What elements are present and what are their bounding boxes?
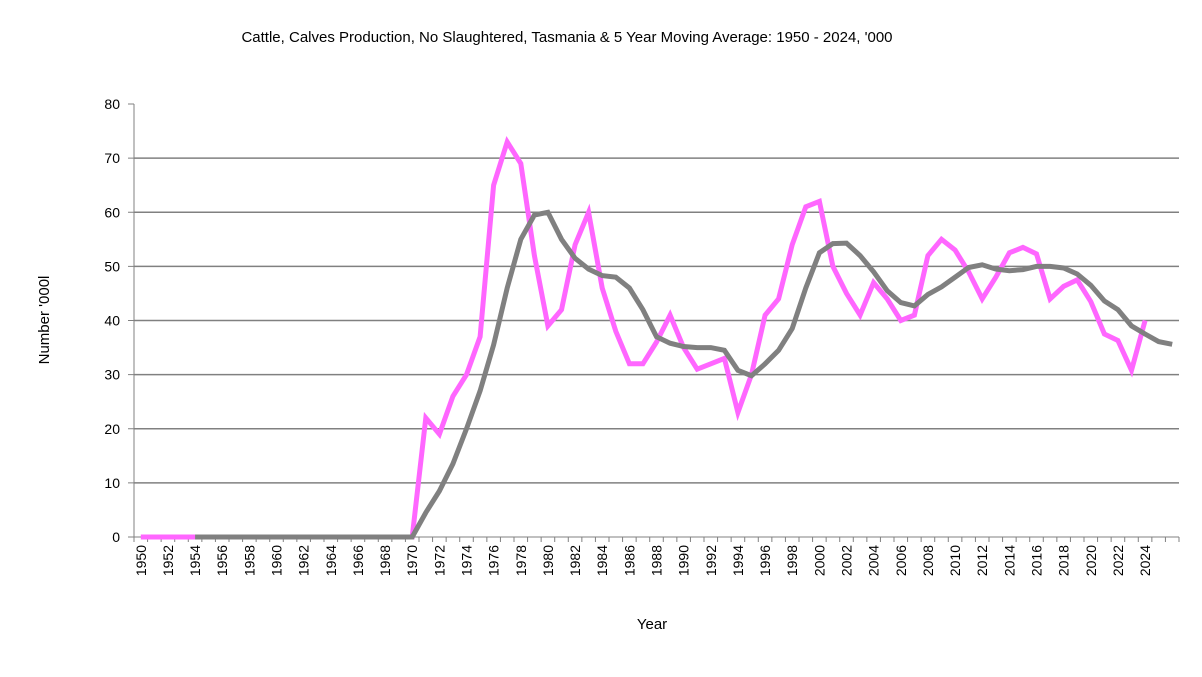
x-tick-label: 2018 [1056, 545, 1072, 576]
x-tick-label: 2000 [811, 545, 827, 576]
chart-title: Cattle, Calves Production, No Slaughtere… [241, 29, 892, 46]
x-tick-label: 1982 [567, 545, 583, 576]
x-tick-label: 1966 [350, 545, 366, 576]
x-tick-label: 1962 [296, 545, 312, 576]
x-tick-label: 1990 [676, 545, 692, 576]
x-tick-label: 2004 [866, 545, 882, 576]
x-tick-label: 1958 [241, 545, 257, 576]
x-tick-label: 2014 [1001, 545, 1017, 576]
x-tick-label: 1972 [431, 545, 447, 576]
x-tick-label: 1998 [784, 545, 800, 576]
x-tick-label: 1950 [133, 545, 149, 576]
x-tick-label: 1954 [187, 545, 203, 576]
x-tick-label: 1988 [649, 545, 665, 576]
x-tick-label: 2006 [893, 545, 909, 576]
x-tick-label: 1996 [757, 545, 773, 576]
x-tick-label: 2022 [1110, 545, 1126, 576]
y-tick-label: 10 [104, 475, 120, 491]
y-tick-label: 80 [104, 96, 120, 112]
y-tick-label: 20 [104, 421, 120, 437]
x-tick-label: 1968 [377, 545, 393, 576]
x-tick-label: 1980 [540, 545, 556, 576]
x-tick-label: 2020 [1083, 545, 1099, 576]
y-tick-label: 70 [104, 150, 120, 166]
x-tick-label: 2024 [1137, 545, 1153, 576]
series-group [140, 135, 1173, 540]
series-line-production [140, 135, 1148, 540]
x-tick-label: 2012 [974, 545, 990, 576]
x-tick-label: 1970 [404, 545, 420, 576]
x-tick-label: 1956 [214, 545, 230, 576]
x-tick-label: 1974 [459, 545, 475, 576]
x-tick-label: 1994 [730, 545, 746, 576]
x-tick-label: 2008 [920, 545, 936, 576]
x-tick-label: 1992 [703, 545, 719, 576]
gridlines [134, 157, 1179, 484]
y-tick-label: 50 [104, 258, 120, 274]
y-tick-label: 60 [104, 204, 120, 220]
x-tick-label: 1978 [513, 545, 529, 576]
x-tick-label: 1960 [269, 545, 285, 576]
y-tick-label: 0 [112, 529, 120, 545]
series-line-moving-average [195, 209, 1173, 540]
x-tick-label: 1986 [621, 545, 637, 576]
y-axis-ticks: 0 10 20 30 40 50 60 70 80 [104, 96, 134, 545]
x-tick-label: 1976 [486, 545, 502, 576]
x-axis-ticks: 1950 1952 1954 1956 1958 1960 1962 1964 1966 1968… [133, 537, 1180, 576]
x-axis-label: Year [637, 616, 667, 633]
x-tick-label: 2016 [1029, 545, 1045, 576]
x-tick-label: 1952 [160, 545, 176, 576]
y-tick-label: 40 [104, 313, 120, 329]
x-tick-label: 2010 [947, 545, 963, 576]
y-axis-label: Number '000l [36, 276, 53, 365]
x-tick-label: 1984 [594, 545, 610, 576]
x-tick-label: 1964 [323, 545, 339, 576]
x-tick-label: 2002 [839, 545, 855, 576]
y-tick-label: 30 [104, 367, 120, 383]
